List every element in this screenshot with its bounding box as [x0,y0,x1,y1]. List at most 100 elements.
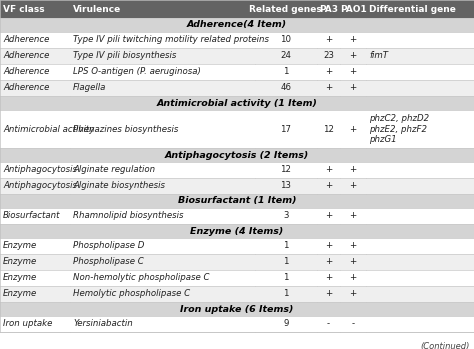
Text: +: + [325,181,332,191]
Text: 1: 1 [283,258,289,267]
Bar [70,316,255,332]
Text: 3: 3 [283,211,289,221]
Text: 10: 10 [280,36,292,45]
Bar [70,48,255,64]
Text: Antiphagocytosis (2 Items): Antiphagocytosis (2 Items) [165,150,309,159]
Text: Iron uptake (6 Items): Iron uptake (6 Items) [180,304,294,313]
Bar [340,238,366,254]
Bar [340,64,366,80]
Text: +: + [325,290,332,298]
Text: Hemolytic phospholipase C: Hemolytic phospholipase C [73,290,190,298]
Text: +: + [325,36,332,45]
Bar [366,208,474,224]
Bar [317,238,340,254]
Bar [317,48,340,64]
Bar [0,0,70,18]
Bar [366,270,474,286]
Bar [255,110,317,148]
Bar [255,270,317,286]
Text: +: + [349,36,357,45]
Bar [70,32,255,48]
Bar [340,48,366,64]
Bar [70,162,255,178]
Text: 12: 12 [280,165,292,174]
Bar [366,32,474,48]
Bar [0,32,70,48]
Bar [255,208,317,224]
Text: Antimicrobial activity (1 Item): Antimicrobial activity (1 Item) [156,98,318,107]
Text: Yersiniabactin: Yersiniabactin [73,319,133,328]
Bar [0,18,474,32]
Bar [70,80,255,96]
Bar [317,208,340,224]
Bar [0,302,474,316]
Text: Phospholipase C: Phospholipase C [73,258,144,267]
Bar [0,194,474,208]
Bar [340,286,366,302]
Text: 1: 1 [283,242,289,251]
Bar [0,238,70,254]
Bar [366,316,474,332]
Bar [340,0,366,18]
Text: +: + [349,258,357,267]
Text: Biosurfactant (1 Item): Biosurfactant (1 Item) [178,196,296,206]
Bar [255,238,317,254]
Bar [0,96,474,110]
Bar [340,110,366,148]
Text: 12: 12 [323,125,334,134]
Text: +: + [349,83,357,92]
Bar [317,254,340,270]
Text: +: + [325,83,332,92]
Bar [70,0,255,18]
Bar [70,254,255,270]
Text: 1: 1 [283,274,289,282]
Bar [255,32,317,48]
Bar [255,162,317,178]
Text: Flagella: Flagella [73,83,107,92]
Bar [0,162,70,178]
Bar [0,110,70,148]
Bar [317,162,340,178]
Bar [0,286,70,302]
Bar [366,64,474,80]
Text: Antiphagocytosis: Antiphagocytosis [3,181,77,191]
Text: Type IV pili twitching motility related proteins: Type IV pili twitching motility related … [73,36,269,45]
Bar [317,316,340,332]
Bar [317,32,340,48]
Text: Alginate biosynthesis: Alginate biosynthesis [73,181,165,191]
Bar [70,238,255,254]
Bar [255,316,317,332]
Bar [317,0,340,18]
Text: -: - [352,319,355,328]
Text: Enzyme: Enzyme [3,258,37,267]
Bar [70,286,255,302]
Bar [0,208,70,224]
Text: Virulence: Virulence [73,5,121,14]
Bar [0,270,70,286]
Bar [317,64,340,80]
Text: LPS O-antigen (P. aeruginosa): LPS O-antigen (P. aeruginosa) [73,67,201,76]
Bar [0,148,474,162]
Bar [70,178,255,194]
Bar [70,64,255,80]
Text: 23: 23 [323,52,334,60]
Bar [0,64,70,80]
Text: Enzyme: Enzyme [3,274,37,282]
Bar [255,48,317,64]
Text: Antimicrobial activity: Antimicrobial activity [3,125,94,134]
Text: (Continued): (Continued) [420,342,470,349]
Text: Rhamnolipid biosynthesis: Rhamnolipid biosynthesis [73,211,183,221]
Text: Adherence: Adherence [3,52,49,60]
Bar [340,270,366,286]
Bar [317,178,340,194]
Text: +: + [349,67,357,76]
Bar [0,178,70,194]
Bar [317,286,340,302]
Bar [0,316,70,332]
Text: +: + [349,242,357,251]
Text: Antiphagocytosis: Antiphagocytosis [3,165,77,174]
Bar [255,254,317,270]
Text: 24: 24 [280,52,292,60]
Text: +: + [349,125,357,134]
Bar [70,110,255,148]
